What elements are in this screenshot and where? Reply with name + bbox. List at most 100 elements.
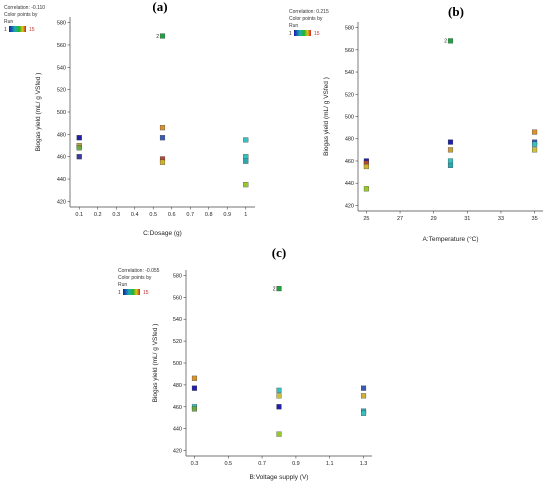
y-tick-label: 420 — [345, 203, 354, 209]
run-max-label: 15 — [143, 290, 149, 296]
data-point — [447, 158, 454, 164]
data-point — [360, 410, 367, 416]
data-point — [159, 135, 166, 141]
data-point — [532, 129, 538, 135]
x-tick-label: 0.3 — [112, 212, 120, 218]
x-tick-label: 0.6 — [168, 212, 176, 218]
run-max-label: 15 — [29, 27, 35, 33]
data-point — [363, 186, 369, 192]
data-point — [447, 38, 454, 44]
data-point — [191, 375, 198, 381]
y-tick-label: 580 — [57, 21, 66, 27]
y-tick-label: 440 — [173, 427, 182, 433]
x-tick-label: 31 — [464, 216, 470, 222]
y-tick-label: 540 — [345, 70, 354, 76]
data-point — [363, 163, 369, 170]
x-tick-label: 0.7 — [258, 461, 266, 467]
data-point — [76, 135, 82, 141]
data-point — [243, 182, 249, 188]
data-point — [360, 385, 367, 391]
run-min-label: 1 — [118, 290, 121, 296]
y-tick-label: 440 — [57, 177, 66, 183]
data-point — [159, 125, 166, 131]
data-point — [159, 159, 166, 165]
y-tick-label: 560 — [173, 295, 182, 301]
x-axis-label: A:Temperature (°C) — [422, 235, 478, 243]
data-point — [191, 406, 198, 412]
x-tick-label: 0.4 — [131, 212, 139, 218]
x-tick-label: 0.9 — [292, 461, 300, 467]
correlation-text: Correlation: -0.110 — [4, 5, 45, 11]
y-tick-label: 460 — [57, 155, 66, 161]
y-tick-label: 480 — [345, 137, 354, 143]
y-tick-label: 440 — [345, 181, 354, 187]
x-tick-label: 0.7 — [186, 212, 194, 218]
data-point — [447, 162, 454, 168]
y-tick-label: 560 — [57, 43, 66, 49]
point-label: 2 — [156, 34, 159, 40]
y-tick-label: 520 — [345, 92, 354, 98]
x-tick-label: 35 — [532, 216, 538, 222]
x-tick-label: 0.8 — [205, 212, 213, 218]
panel-label: (a) — [152, 0, 167, 14]
y-tick-label: 580 — [345, 26, 354, 32]
y-tick-label: 500 — [57, 110, 66, 116]
y-tick-label: 480 — [57, 132, 66, 138]
x-tick-label: 27 — [397, 216, 403, 222]
x-tick-label: 0.5 — [224, 461, 232, 467]
point-label: 2 — [273, 286, 276, 292]
panel-label: (c) — [272, 245, 286, 260]
legend-title: Color points by — [289, 16, 323, 22]
x-tick-label: 0.2 — [94, 212, 102, 218]
run-color-bar — [123, 289, 140, 295]
data-point — [532, 147, 538, 153]
y-tick-label: 480 — [173, 383, 182, 389]
x-axis-label: C:Dosage (g) — [143, 230, 182, 237]
legend-subtitle: Run — [289, 23, 298, 29]
legend-title: Color points by — [4, 12, 38, 18]
legend-subtitle: Run — [4, 19, 13, 25]
x-tick-label: 0.9 — [223, 212, 231, 218]
data-point — [243, 154, 249, 160]
y-tick-label: 460 — [173, 405, 182, 411]
correlation-text: Correlation: 0.215 — [289, 9, 329, 15]
y-tick-label: 500 — [345, 115, 354, 121]
run-min-label: 1 — [4, 27, 7, 33]
data-point — [276, 387, 282, 393]
run-min-label: 1 — [289, 31, 292, 37]
x-tick-label: 33 — [498, 216, 504, 222]
run-color-bar — [294, 30, 311, 36]
data-point — [276, 404, 282, 410]
y-tick-label: 560 — [345, 48, 354, 54]
y-tick-label: 460 — [345, 159, 354, 165]
y-axis-label: Biogas yield (mL/ g VSfed ) — [152, 324, 159, 403]
x-axis-label: B:Voltage supply (V) — [250, 474, 309, 481]
data-point — [243, 158, 249, 164]
x-tick-label: 0.3 — [191, 461, 199, 467]
y-axis-label: Biogas yield (mL/ g VSfed ) — [35, 73, 42, 152]
data-point — [276, 393, 282, 399]
y-tick-label: 580 — [173, 273, 182, 279]
y-tick-label: 540 — [173, 317, 182, 323]
data-point — [243, 137, 249, 143]
run-color-bar — [9, 26, 26, 32]
y-axis-label: Biogas yield (mL/ g VSfed ) — [323, 77, 330, 156]
data-point — [276, 286, 282, 292]
data-point — [159, 33, 166, 39]
y-tick-label: 540 — [57, 65, 66, 71]
panel-label: (b) — [448, 4, 464, 19]
x-tick-label: 29 — [431, 216, 437, 222]
x-tick-label: 1 — [244, 212, 247, 218]
y-tick-label: 500 — [173, 361, 182, 367]
data-point — [76, 145, 82, 151]
data-point — [276, 431, 282, 437]
y-tick-label: 520 — [57, 88, 66, 94]
data-point — [191, 385, 198, 391]
